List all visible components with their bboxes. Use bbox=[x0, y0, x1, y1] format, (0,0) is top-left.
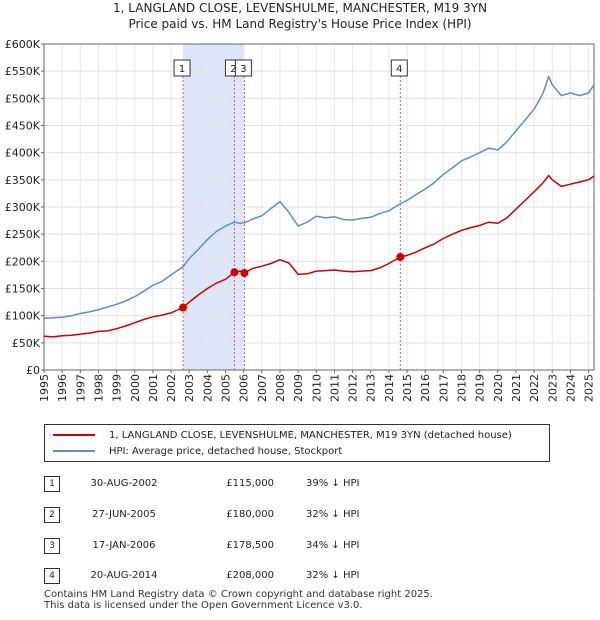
x-tick-label: 1995 bbox=[38, 374, 51, 402]
x-tick-label: 2020 bbox=[492, 374, 505, 402]
sale-number-badge: 3 bbox=[44, 538, 60, 554]
y-tick-label: £350K bbox=[5, 174, 41, 187]
y-tick-label: £500K bbox=[5, 92, 41, 105]
x-tick-label: 2000 bbox=[129, 374, 142, 402]
sale-hpi-diff: 34% ↓ HPI bbox=[306, 540, 360, 551]
legend-item-hpi: HPI: Average price, detached house, Stoc… bbox=[45, 443, 342, 459]
y-tick-label: £100K bbox=[5, 310, 41, 323]
sale-date: 17-JAN-2006 bbox=[92, 540, 156, 551]
chart-legend: 1, LANGLAND CLOSE, LEVENSHULME, MANCHEST… bbox=[44, 424, 550, 462]
sale-price: £180,000 bbox=[226, 509, 274, 520]
x-tick-label: 2005 bbox=[220, 374, 233, 402]
x-tick-label: 2021 bbox=[510, 374, 523, 402]
chart-subtitle: Price paid vs. HM Land Registry's House … bbox=[128, 17, 472, 31]
sale-marker-number: 4 bbox=[396, 64, 402, 75]
sale-marker-box bbox=[390, 59, 408, 77]
x-tick-label: 2009 bbox=[292, 374, 305, 402]
x-tick-label: 2019 bbox=[474, 374, 487, 402]
sale-number-badge: 1 bbox=[44, 476, 60, 492]
x-tick-label: 2022 bbox=[528, 374, 541, 402]
table-row: 4 20-AUG-2014 £208,000 32% ↓ HPI bbox=[44, 568, 564, 586]
x-tick-label: 2011 bbox=[328, 374, 341, 402]
x-tick-label: 2007 bbox=[256, 374, 269, 402]
x-tick-label: 2017 bbox=[437, 374, 450, 402]
price-chart: 1 2 3 4 £0 £50K £100K £150K £200K £250K £300K £350K… bbox=[5, 38, 596, 402]
y-tick-label: £400K bbox=[5, 147, 41, 160]
y-tick-label: £150K bbox=[5, 283, 41, 296]
x-tick-label: 1999 bbox=[111, 374, 124, 402]
sale-marker-number: 1 bbox=[179, 64, 185, 75]
x-tick-label: 1996 bbox=[56, 374, 69, 402]
footer-licence: This data is licensed under the Open Gov… bbox=[44, 600, 363, 611]
x-tick-label: 2002 bbox=[165, 374, 178, 402]
legend-label-property: 1, LANGLAND CLOSE, LEVENSHULME, MANCHEST… bbox=[109, 429, 512, 441]
sale-marker-box bbox=[234, 59, 252, 77]
x-tick-label: 2001 bbox=[147, 374, 160, 402]
sale-hpi-diff: 32% ↓ HPI bbox=[306, 570, 360, 581]
y-tick-label: £200K bbox=[5, 255, 41, 268]
sale-price: £178,500 bbox=[226, 540, 274, 551]
sale-date: 20-AUG-2014 bbox=[90, 570, 158, 581]
sale-price: £208,000 bbox=[226, 570, 274, 581]
x-tick-label: 2004 bbox=[201, 374, 214, 402]
sale-hpi-diff: 39% ↓ HPI bbox=[306, 478, 360, 489]
x-tick-label: 2023 bbox=[546, 374, 559, 402]
table-row: 2 27-JUN-2005 £180,000 32% ↓ HPI bbox=[44, 507, 564, 525]
y-tick-label: £600K bbox=[5, 38, 41, 51]
sale-date: 27-JUN-2005 bbox=[92, 509, 156, 520]
sale-marker-number: 2 bbox=[230, 64, 236, 75]
y-tick-label: £50K bbox=[12, 337, 41, 350]
x-tick-label: 2010 bbox=[310, 374, 323, 402]
x-tick-label: 1997 bbox=[74, 374, 87, 402]
sale-number-badge: 4 bbox=[44, 568, 60, 584]
x-tick-label: 2012 bbox=[347, 374, 360, 402]
y-tick-label: £550K bbox=[5, 65, 41, 78]
sale-point bbox=[396, 252, 405, 261]
x-tick-label: 2016 bbox=[419, 374, 432, 402]
y-tick-label: £0 bbox=[26, 364, 40, 377]
series-line bbox=[43, 174, 595, 338]
sale-hpi-diff: 32% ↓ HPI bbox=[306, 509, 360, 520]
x-tick-label: 2014 bbox=[383, 374, 396, 402]
legend-label-hpi: HPI: Average price, detached house, Stoc… bbox=[109, 445, 343, 457]
y-tick-label: £250K bbox=[5, 228, 41, 241]
x-tick-label: 2008 bbox=[274, 374, 287, 402]
table-row: 3 17-JAN-2006 £178,500 34% ↓ HPI bbox=[44, 538, 564, 556]
footer-copyright: Contains HM Land Registry data © Crown c… bbox=[44, 589, 433, 600]
sale-marker-label: 4 bbox=[390, 59, 408, 77]
x-tick-label: 2018 bbox=[455, 374, 468, 402]
x-tick-label: 1998 bbox=[92, 374, 105, 402]
sale-point bbox=[230, 268, 239, 277]
sale-point bbox=[179, 303, 188, 312]
sale-date: 30-AUG-2002 bbox=[90, 478, 158, 489]
x-tick-label: 2015 bbox=[401, 374, 414, 402]
x-tick-label: 2025 bbox=[583, 374, 596, 402]
chart-title-address: 1, LANGLAND CLOSE, LEVENSHULME, MANCHEST… bbox=[113, 1, 487, 15]
sale-number-badge: 2 bbox=[44, 507, 60, 523]
x-tick-label: 2003 bbox=[183, 374, 196, 402]
legend-item-property: 1, LANGLAND CLOSE, LEVENSHULME, MANCHEST… bbox=[45, 427, 512, 443]
legend-swatch-property bbox=[53, 434, 95, 436]
legend-swatch-hpi bbox=[53, 450, 95, 452]
table-row: 1 30-AUG-2002 £115,000 39% ↓ HPI bbox=[44, 476, 564, 494]
sale-marker-label: 1 bbox=[173, 59, 191, 77]
x-tick-label: 2013 bbox=[365, 374, 378, 402]
sale-point bbox=[240, 269, 249, 278]
sale-marker-label: 3 bbox=[234, 59, 252, 77]
series-line bbox=[43, 75, 595, 320]
sale-price: £115,000 bbox=[226, 478, 274, 489]
x-tick-label: 2006 bbox=[238, 374, 251, 402]
y-tick-label: £450K bbox=[5, 120, 41, 133]
sale-marker-box bbox=[173, 59, 191, 77]
y-tick-label: £300K bbox=[5, 201, 41, 214]
x-tick-label: 2024 bbox=[564, 374, 577, 402]
sale-marker-number: 3 bbox=[240, 64, 246, 75]
